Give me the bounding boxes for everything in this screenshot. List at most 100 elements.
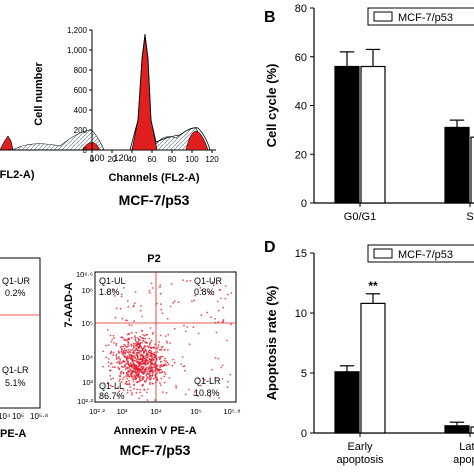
- scatter-point: [131, 336, 133, 339]
- flow-y-ticks: 10⁶·⁶ 10⁶ 10⁵ 10⁴ 10³ 10²·²: [76, 270, 94, 406]
- scatter-point: [144, 337, 147, 340]
- scatter-point: [131, 359, 134, 362]
- bar-chart-y-tick-label: 10: [295, 308, 307, 320]
- scatter-point: [163, 359, 166, 362]
- histogram-y-tick-label: 1,200: [67, 26, 88, 35]
- scatter-point: [134, 291, 137, 293]
- scatter-point: [135, 331, 138, 334]
- bar-chart-y-axis-label: Apoptosis rate (%): [264, 286, 279, 401]
- histogram-y-tick-label: 0: [83, 146, 88, 155]
- flow-lr-name: Q1-LR: [194, 376, 221, 386]
- scatter-point: [138, 346, 141, 348]
- scatter-point: [139, 388, 141, 391]
- scatter-point: [129, 357, 132, 360]
- scatter-point: [181, 356, 184, 358]
- scatter-point: [127, 306, 130, 308]
- scatter-point: [165, 360, 168, 363]
- bar-chart-category-label: Early apoptosis: [336, 441, 384, 466]
- scatter-point: [215, 331, 218, 334]
- scatter-point: [145, 354, 148, 356]
- scatter-point: [147, 368, 150, 370]
- scatter-point: [150, 282, 153, 285]
- scatter-point: [112, 334, 115, 337]
- scatter-point: [130, 345, 133, 347]
- scatter-point: [142, 366, 145, 369]
- flow-ul-name: Q1-UL: [99, 276, 126, 286]
- scatter-point: [144, 341, 147, 343]
- bar-control: [444, 425, 470, 434]
- scatter-point: [152, 353, 155, 355]
- scatter-point: [130, 393, 133, 396]
- bar-chart-category-label: G0/G1: [344, 211, 376, 223]
- scatter-point: [149, 367, 152, 370]
- scatter-point: [200, 384, 202, 387]
- scatter-point: [183, 365, 186, 367]
- scatter-point: [119, 307, 122, 310]
- scatter-point: [211, 281, 214, 284]
- scatter-point: [157, 344, 160, 347]
- scatter-point: [135, 352, 138, 354]
- scatter-point: [151, 356, 154, 359]
- scatter-point: [146, 353, 149, 355]
- scatter-point: [139, 391, 141, 394]
- scatter-point: [152, 371, 154, 374]
- scatter-point: [132, 305, 135, 308]
- scatter-point: [120, 362, 123, 364]
- bar-chart-y-tick-label: 15: [295, 248, 307, 260]
- scatter-point: [157, 346, 160, 349]
- scatter-point: [150, 363, 153, 366]
- scatter-point: [120, 345, 123, 348]
- scatter-point: [188, 343, 191, 346]
- flow-left-frame: [0, 257, 41, 409]
- scatter-point: [145, 379, 148, 382]
- scatter-point: [160, 355, 162, 358]
- scatter-point: [210, 293, 212, 296]
- scatter-point: [214, 376, 217, 379]
- flow-plot-panel: P2 Q1-UL 1.8% Q1-UR 0.8% Q1-LL 86.7% Q1-…: [63, 253, 241, 458]
- scatter-point: [146, 399, 149, 401]
- scatter-point: [197, 395, 199, 397]
- flow-y-tick-label: 10⁶·⁶: [76, 270, 93, 279]
- bar-chart-y-tick-label: 0: [301, 198, 307, 210]
- scatter-point: [221, 321, 224, 323]
- scatter-point: [171, 364, 174, 367]
- scatter-point: [123, 350, 125, 353]
- scatter-point: [128, 353, 131, 356]
- scatter-point: [134, 367, 137, 370]
- scatter-point: [138, 352, 141, 355]
- scatter-point: [112, 354, 115, 357]
- scatter-point: [141, 362, 143, 364]
- scatter-point: [150, 354, 152, 357]
- scatter-point: [137, 365, 140, 368]
- scatter-point: [124, 363, 127, 366]
- scatter-point: [161, 355, 164, 358]
- scatter-point: [163, 348, 166, 351]
- scatter-point: [133, 366, 136, 368]
- scatter-point: [145, 391, 148, 394]
- scatter-point: [149, 381, 152, 384]
- histogram-x-tick-label: 20: [108, 155, 117, 164]
- scatter-point: [166, 349, 169, 352]
- scatter-point: [126, 377, 129, 380]
- scatter-point: [164, 373, 167, 376]
- scatter-point: [224, 285, 227, 287]
- scatter-point: [159, 334, 162, 337]
- scatter-point: [130, 324, 133, 327]
- scatter-point: [143, 344, 146, 347]
- scatter-point: [139, 339, 142, 341]
- scatter-point: [150, 366, 153, 369]
- flow-y-tick-label: 10⁶: [82, 286, 93, 295]
- scatter-point: [134, 340, 137, 343]
- flow-left-panel: Q1-UR 0.2% Q1-LR 5.1% 10⁴ 10⁵ 10⁵·⁸ PE-A: [0, 257, 48, 440]
- scatter-point: [158, 356, 160, 359]
- scatter-point: [159, 349, 162, 351]
- scatter-point: [149, 327, 152, 329]
- scatter-point: [144, 357, 146, 360]
- scatter-point: [113, 342, 115, 344]
- histogram-x-tick-label: 40: [128, 155, 137, 164]
- scatter-point: [153, 370, 155, 372]
- scatter-point: [180, 363, 183, 365]
- scatter-point: [160, 371, 163, 374]
- scatter-point: [142, 337, 145, 340]
- scatter-point: [120, 293, 123, 296]
